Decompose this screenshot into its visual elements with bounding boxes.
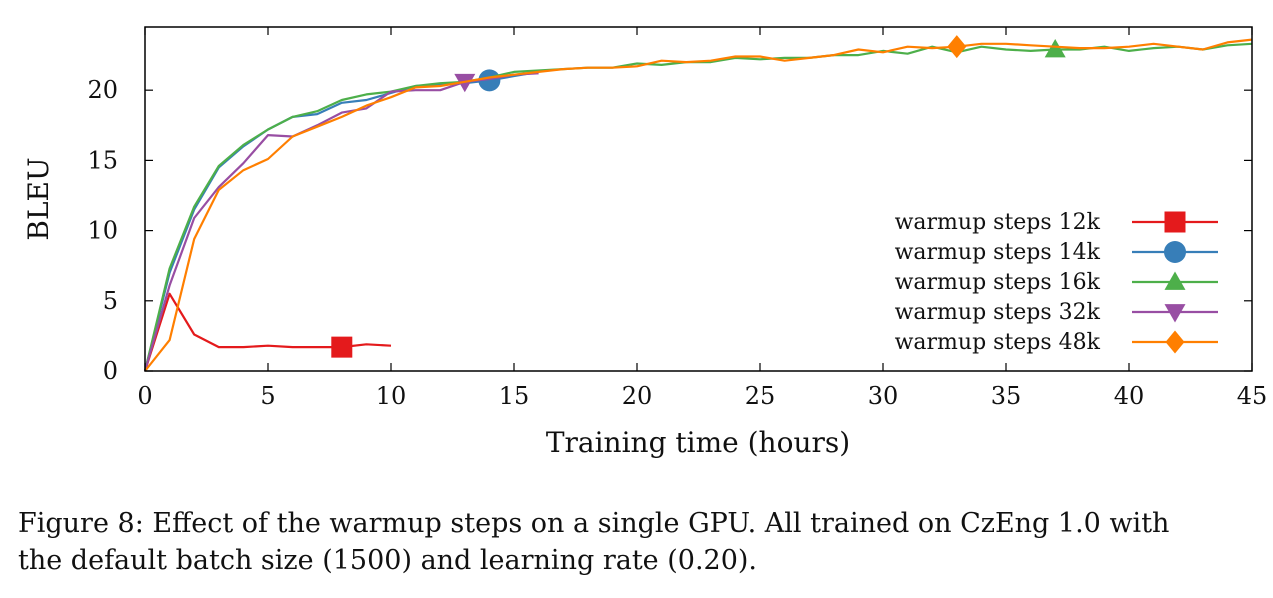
caption-line-1: Figure 8: Effect of the warmup steps on …	[18, 508, 1170, 539]
legend-entry: warmup steps 12k	[895, 210, 1218, 235]
legend-marker	[1165, 330, 1185, 354]
legend-marker	[1164, 304, 1186, 323]
line-chart: 0 5 10 15 20 25 30 35 40 45 0 5 10 15 20 Training time…	[22, 26, 1267, 459]
y-tick-label: 0	[103, 357, 118, 385]
series-marker-3	[454, 73, 476, 93]
series-marker-0	[331, 336, 353, 358]
x-axis-title: Training time (hours)	[546, 426, 850, 459]
x-tick-label: 45	[1237, 382, 1268, 410]
legend-label: warmup steps 16k	[895, 270, 1101, 295]
legend-label: warmup steps 14k	[895, 240, 1101, 265]
legend-entry: warmup steps 14k	[895, 240, 1218, 265]
x-tick-label: 30	[868, 382, 899, 410]
legend-entry: warmup steps 16k	[895, 270, 1218, 295]
legend-label: warmup steps 32k	[895, 300, 1101, 325]
x-tick-label: 15	[499, 382, 530, 410]
legend-marker	[1164, 241, 1186, 263]
series-line-4	[144, 38, 1253, 372]
plot-area	[143, 35, 1253, 372]
legend-entry: warmup steps 48k	[895, 330, 1218, 355]
x-tick-label: 40	[1114, 382, 1145, 410]
legend: warmup steps 12k warmup steps 14k warmup s…	[895, 210, 1218, 355]
x-tick-label: 10	[376, 382, 407, 410]
plot-frame	[144, 26, 1253, 372]
y-tick-label: 5	[103, 287, 118, 315]
legend-label: warmup steps 12k	[895, 210, 1101, 235]
series-marker-1	[478, 69, 501, 92]
x-tick-label: 0	[137, 382, 152, 410]
series-line-0	[143, 292, 392, 372]
series-marker-2	[1044, 38, 1066, 58]
legend-marker	[1164, 271, 1186, 290]
x-tick-label: 20	[622, 382, 653, 410]
x-tick-label: 25	[745, 382, 776, 410]
y-tick-label: 20	[87, 76, 118, 104]
series-marker-4	[947, 35, 967, 59]
x-tick-label: 5	[260, 382, 275, 410]
legend-label: warmup steps 48k	[895, 330, 1101, 355]
figure-caption: Figure 8: Effect of the warmup steps on …	[18, 505, 1263, 579]
legend-entry: warmup steps 32k	[895, 300, 1218, 325]
y-tick-label: 10	[87, 217, 118, 245]
y-tick-label: 15	[87, 146, 118, 174]
x-tick-label: 35	[991, 382, 1022, 410]
y-axis-title: BLEU	[22, 157, 55, 240]
axis-ticks: 0 5 10 15 20 25 30 35 40 45 0 5 10 15 20	[87, 27, 1267, 410]
caption-line-2: the default batch size (1500) and learni…	[18, 545, 758, 576]
legend-marker	[1164, 211, 1186, 233]
